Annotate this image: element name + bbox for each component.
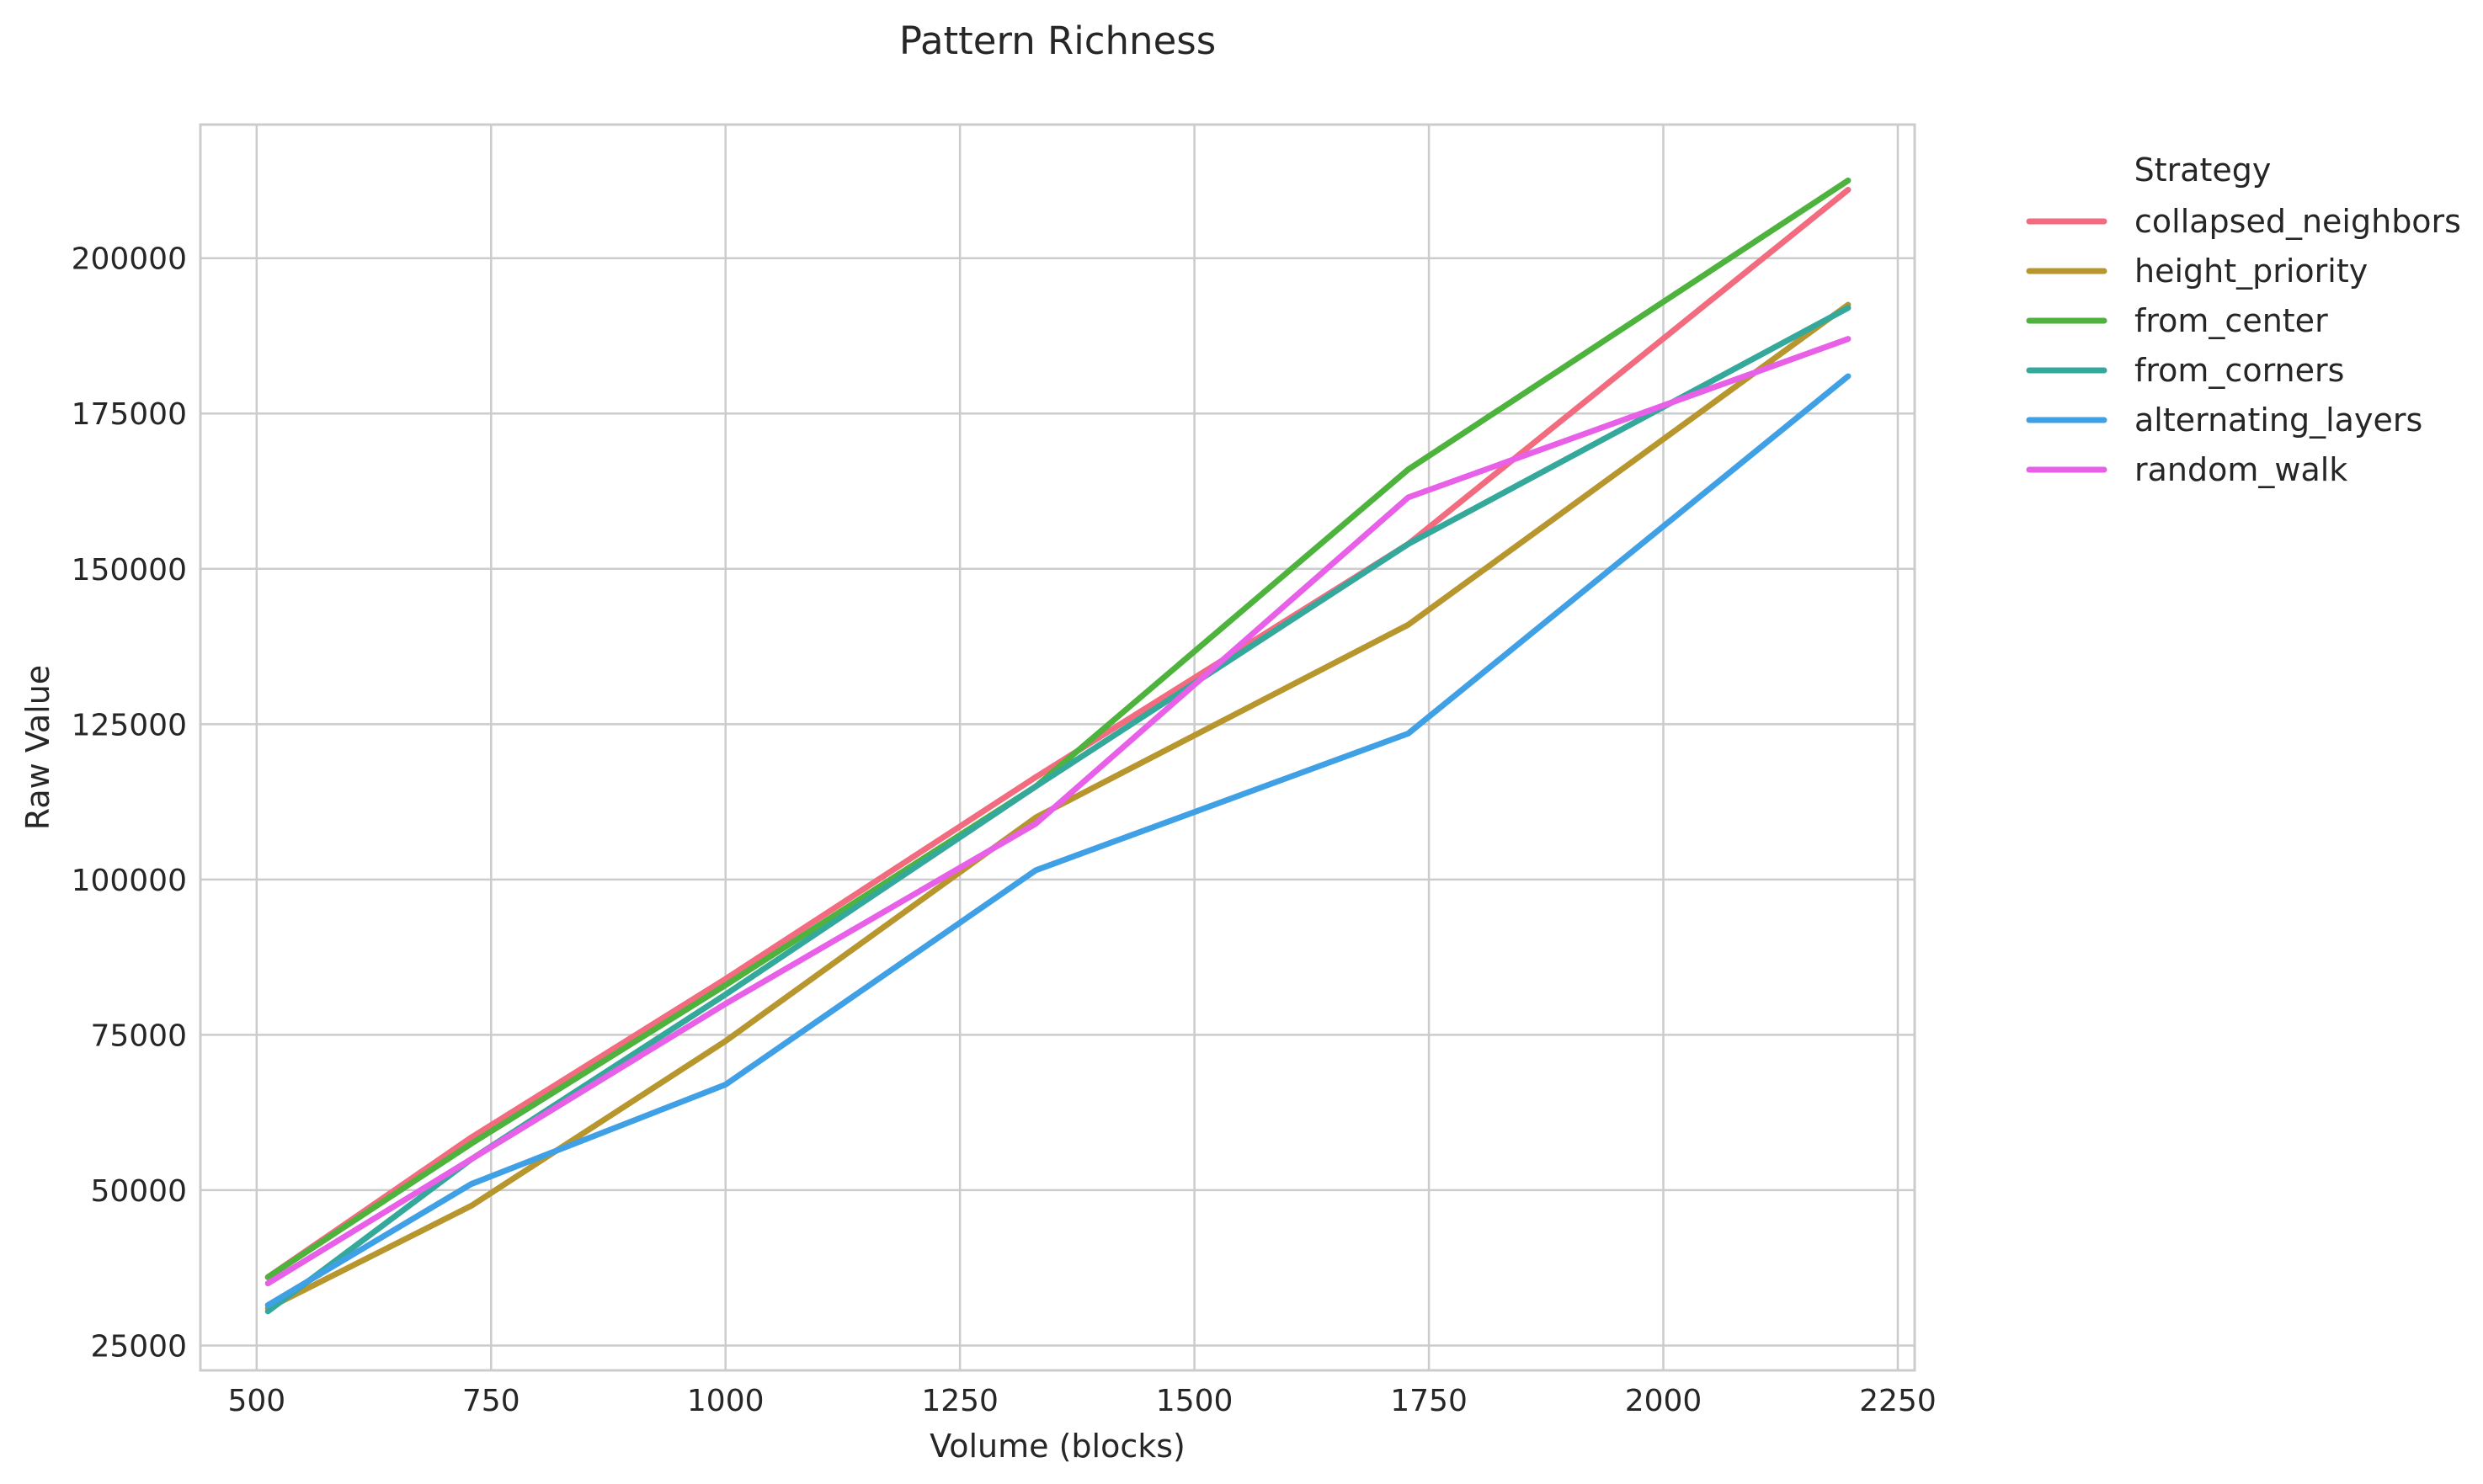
legend-label: from_corners [2134,352,2344,389]
x-axis-label: Volume (blocks) [930,1428,1186,1465]
y-tick-label: 75000 [90,1019,187,1053]
grid [200,125,1915,1370]
legend-items: collapsed_neighbors height_priority from_c… [2026,203,2461,488]
series-line-random-walk [264,336,1852,1287]
series-line-collapsed-neighbors [264,187,1852,1280]
series-line-height-priority [264,301,1852,1311]
y-axis-label: Raw Value [19,665,56,830]
legend: Strategy collapsed_neighbors height_prior… [2026,152,2461,488]
tick-labels: 500 750 1000 1250 1500 1750 2000 2250 25000 50000… [72,242,1937,1418]
legend-label: from_center [2134,302,2328,339]
y-tick-label: 100000 [72,864,187,898]
legend-label: alternating_layers [2134,402,2422,439]
plot-frame [199,123,1916,1372]
chart-title: Pattern Richness [899,19,1216,63]
x-tick-label: 1250 [921,1384,999,1418]
y-tick-label: 175000 [72,397,187,432]
legend-label: collapsed_neighbors [2134,203,2461,240]
series-line-from-corners [264,305,1852,1315]
y-tick-label: 25000 [90,1329,187,1364]
x-tick-label: 1750 [1390,1384,1468,1418]
series-lines [264,177,1852,1315]
y-tick-label: 200000 [72,242,187,277]
series-line-alternating-layers [264,373,1852,1308]
x-tick-label: 1000 [687,1384,765,1418]
series-line-from-center [264,177,1852,1280]
legend-title: Strategy [2134,152,2272,189]
x-tick-label: 2250 [1859,1384,1937,1418]
y-tick-label: 150000 [72,553,187,588]
y-tick-label: 125000 [72,708,187,742]
legend-label: height_priority [2134,253,2368,290]
legend-label: random_walk [2134,451,2347,488]
y-tick-label: 50000 [90,1174,187,1209]
x-tick-label: 500 [227,1384,285,1418]
x-tick-label: 1500 [1156,1384,1234,1418]
x-tick-label: 750 [462,1384,520,1418]
x-tick-label: 2000 [1625,1384,1702,1418]
